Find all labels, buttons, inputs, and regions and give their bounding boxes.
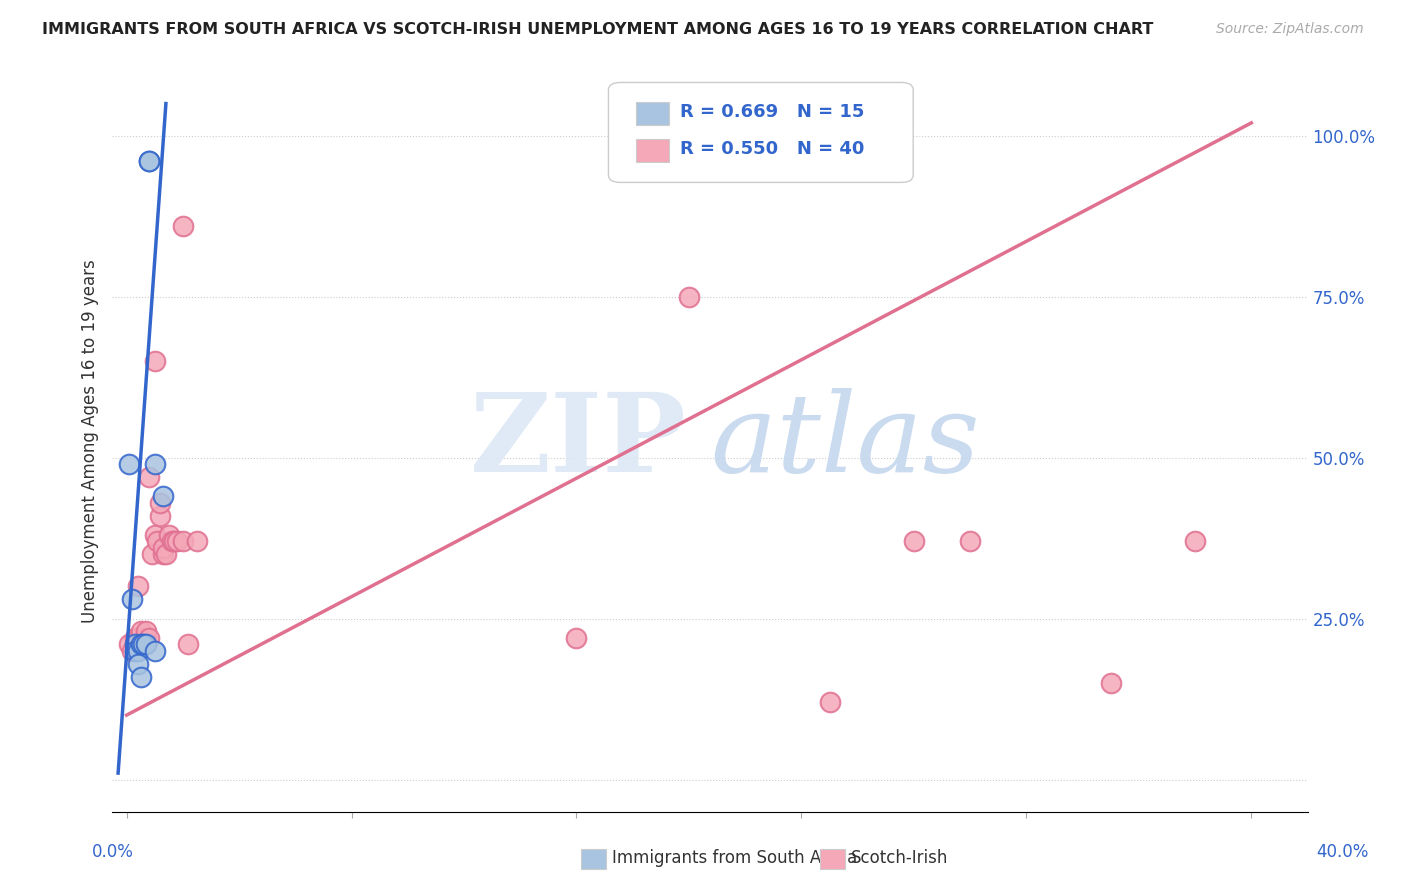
FancyBboxPatch shape [636,102,669,126]
Point [1099,676,1122,690]
Point [135,637,157,651]
Point [135,631,157,645]
Text: 40.0%: 40.0% [1316,843,1369,861]
Text: R = 0.669   N = 15: R = 0.669 N = 15 [681,103,865,121]
Text: ZIP: ZIP [470,388,686,495]
Point [127,579,149,593]
Point [138,154,160,169]
Point [186,534,208,549]
Point [146,534,169,549]
Point [149,496,172,510]
FancyBboxPatch shape [609,82,914,183]
Point [124,631,146,645]
Point [121,644,143,658]
Point [160,534,183,549]
Point [118,637,141,651]
Point [129,669,152,683]
Text: Immigrants from South Africa: Immigrants from South Africa [612,849,856,867]
Point [177,637,200,651]
Point [124,637,146,651]
Point [163,534,186,549]
Y-axis label: Unemployment Among Ages 16 to 19 years: Unemployment Among Ages 16 to 19 years [80,260,98,624]
Point [129,637,152,651]
Point [166,534,188,549]
Point [1184,534,1206,549]
Text: Source: ZipAtlas.com: Source: ZipAtlas.com [1216,22,1364,37]
Point [903,534,925,549]
Point [152,541,174,555]
Point [157,528,180,542]
Point [127,644,149,658]
Point [818,695,841,709]
Point [172,219,194,233]
FancyBboxPatch shape [636,139,669,162]
Text: R = 0.550   N = 40: R = 0.550 N = 40 [681,140,865,158]
Point [143,528,166,542]
Point [138,470,160,484]
Point [143,644,166,658]
Point [152,547,174,561]
Point [565,631,588,645]
Point [121,592,143,607]
Text: 0.0%: 0.0% [91,843,134,861]
Point [132,637,155,651]
Point [143,457,166,471]
Point [155,547,177,561]
Point [135,624,157,639]
Point [152,489,174,503]
Point [129,624,152,639]
Point [129,637,152,651]
Text: Scotch-Irish: Scotch-Irish [851,849,948,867]
Point [138,631,160,645]
Point [132,637,155,651]
Point [127,657,149,671]
Point [124,644,146,658]
Point [172,534,194,549]
Point [678,290,700,304]
Text: atlas: atlas [710,388,980,495]
Point [149,508,172,523]
Point [127,631,149,645]
Text: IMMIGRANTS FROM SOUTH AFRICA VS SCOTCH-IRISH UNEMPLOYMENT AMONG AGES 16 TO 19 YE: IMMIGRANTS FROM SOUTH AFRICA VS SCOTCH-I… [42,22,1153,37]
Point [138,154,160,169]
Point [141,547,163,561]
Point [124,637,146,651]
Point [118,457,141,471]
Point [959,534,981,549]
Point [143,354,166,368]
